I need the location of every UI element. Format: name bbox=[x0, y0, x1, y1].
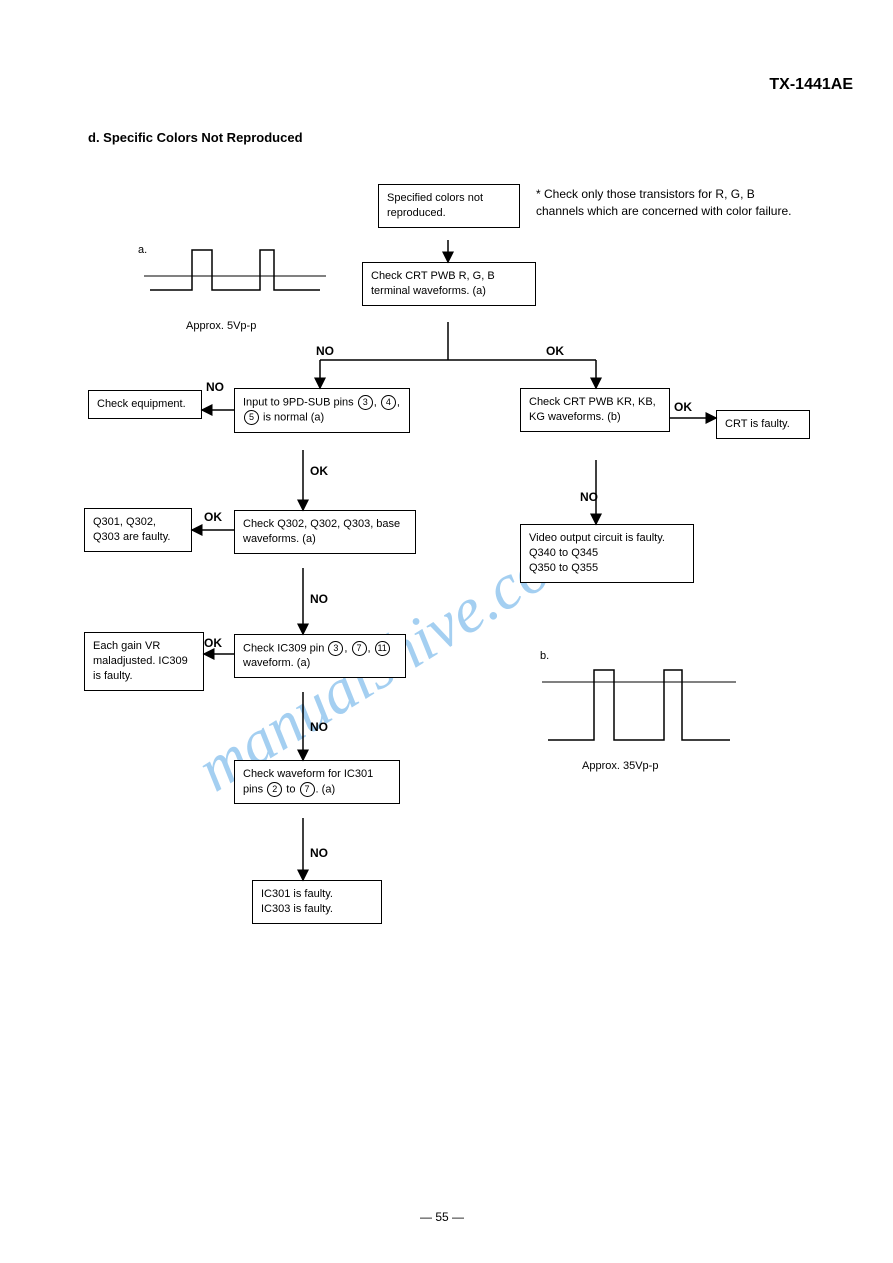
waveform-b-label: b. bbox=[540, 650, 549, 662]
node-check-equip: Check equipment. bbox=[88, 390, 202, 419]
label-ok-1: OK bbox=[546, 344, 564, 358]
footnote: * Check only those transistors for R, G,… bbox=[536, 186, 796, 220]
label-no-1: NO bbox=[316, 344, 334, 358]
label-no-5: NO bbox=[310, 720, 328, 734]
waveform-b-caption: Approx. 35Vp-p bbox=[582, 760, 658, 772]
node-start: Specified colors not reproduced. bbox=[378, 184, 520, 228]
page-number: — 55 — bbox=[420, 1210, 464, 1224]
node-crt-faulty: CRT is faulty. bbox=[716, 410, 810, 439]
node-check-crt: Check CRT PWB R, G, B terminal waveforms… bbox=[362, 262, 536, 306]
model-number: TX-1441AE bbox=[769, 76, 853, 93]
node-9pd-sub: Input to 9PD-SUB pins 3, 4, 5 is normal … bbox=[234, 388, 410, 433]
label-ok-5: OK bbox=[204, 636, 222, 650]
label-no-3: NO bbox=[580, 490, 598, 504]
waveform-a-label: a. bbox=[138, 244, 147, 256]
label-no-4: NO bbox=[310, 592, 328, 606]
node-ic301-check: Check waveform for IC301 pins 2 to 7. (a… bbox=[234, 760, 400, 804]
node-q301-faulty: Q301, Q302, Q303 are faulty. bbox=[84, 508, 192, 552]
doc-header: TX-1441AE bbox=[769, 76, 853, 94]
node-check-q302: Check Q302, Q302, Q303, base waveforms. … bbox=[234, 510, 416, 554]
label-no-2: NO bbox=[206, 380, 224, 394]
label-ok-4: OK bbox=[204, 510, 222, 524]
section-title: d. Specific Colors Not Reproduced bbox=[88, 130, 303, 145]
page-root: manualshive.com TX-1441AE d. Specific Co… bbox=[0, 0, 893, 1263]
node-ic309: Check IC309 pin 3, 7, 11 waveform. (a) bbox=[234, 634, 406, 678]
label-no-6: NO bbox=[310, 846, 328, 860]
label-ok-3: OK bbox=[310, 464, 328, 478]
node-video-faulty: Video output circuit is faulty. Q340 to … bbox=[520, 524, 694, 583]
waveform-a-caption: Approx. 5Vp-p bbox=[186, 320, 256, 332]
node-check-kr: Check CRT PWB KR, KB, KG waveforms. (b) bbox=[520, 388, 670, 432]
node-ic301-faulty: IC301 is faulty. IC303 is faulty. bbox=[252, 880, 382, 924]
node-gain-vr: Each gain VR maladjusted. IC309 is fault… bbox=[84, 632, 204, 691]
label-ok-2: OK bbox=[674, 400, 692, 414]
